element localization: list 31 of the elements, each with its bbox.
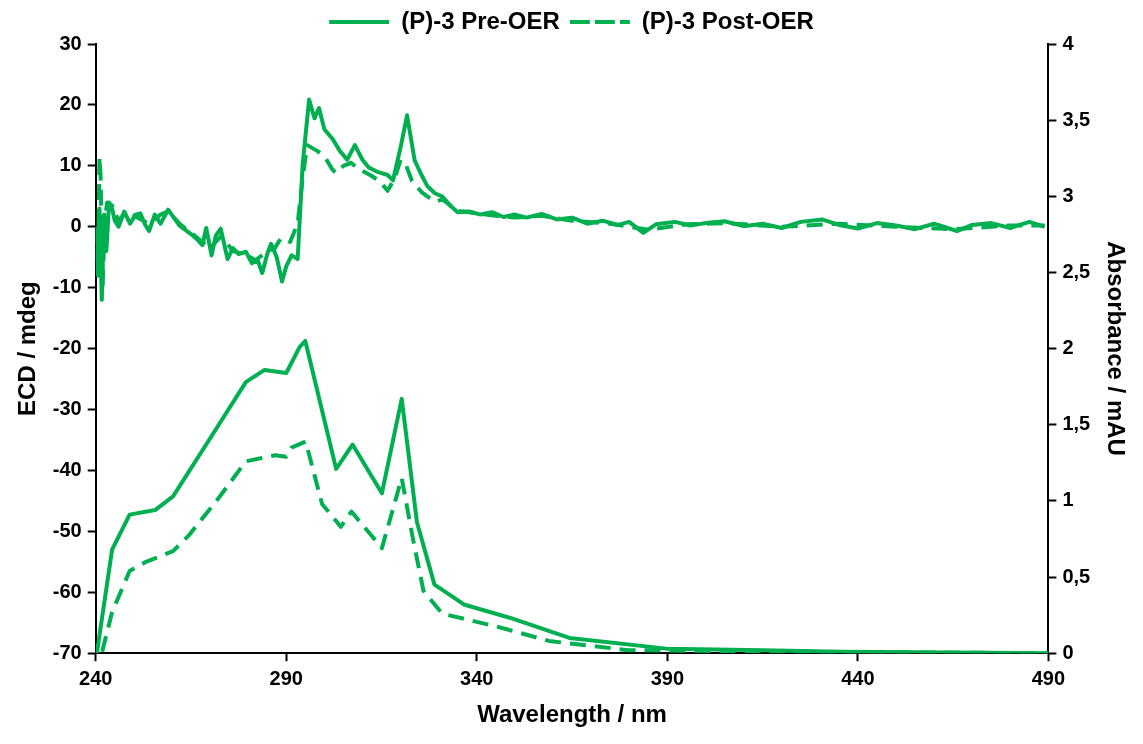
y2-tick-label: 2: [1062, 336, 1074, 359]
y2-tick-label: 2,5: [1062, 259, 1091, 282]
x-tick-label: 240: [79, 666, 113, 689]
x-tick-label: 440: [841, 666, 875, 689]
y-tick-label: 30: [59, 31, 82, 54]
y-tick-label: -50: [52, 518, 82, 541]
y2-tick-label: 4: [1062, 31, 1075, 54]
x-tick-label: 490: [1031, 666, 1066, 689]
y2-tick-label: 3,5: [1062, 107, 1091, 130]
x-axis-title: Wavelength / nm: [477, 700, 667, 728]
y2-axis-title: Absorbance / mAU: [1102, 241, 1130, 456]
legend-label: (P)-3 Pre-OER: [401, 6, 560, 34]
y-tick-label: -20: [52, 336, 82, 359]
y-tick-label: -40: [52, 457, 82, 480]
legend-label: (P)-3 Post-OER: [641, 6, 814, 34]
x-tick-label: 390: [650, 666, 685, 689]
y2-tick-label: 3: [1062, 183, 1074, 206]
y2-tick-label: 0: [1062, 640, 1074, 663]
x-tick-label: 340: [460, 666, 494, 689]
y-tick-label: -10: [52, 275, 82, 298]
y2-tick-label: 1,5: [1062, 412, 1091, 435]
x-tick-label: 290: [269, 666, 303, 689]
y-axis-title: ECD / mdeg: [13, 281, 41, 416]
y-tick-label: -30: [52, 397, 82, 420]
y-tick-label: -70: [52, 640, 82, 663]
y-tick-label: 0: [70, 214, 82, 237]
y2-tick-label: 1: [1062, 488, 1074, 511]
y2-tick-label: 0,5: [1062, 564, 1091, 587]
y-tick-label: -60: [52, 579, 82, 602]
y-tick-label: 10: [59, 153, 82, 176]
y-tick-label: 20: [59, 92, 82, 115]
